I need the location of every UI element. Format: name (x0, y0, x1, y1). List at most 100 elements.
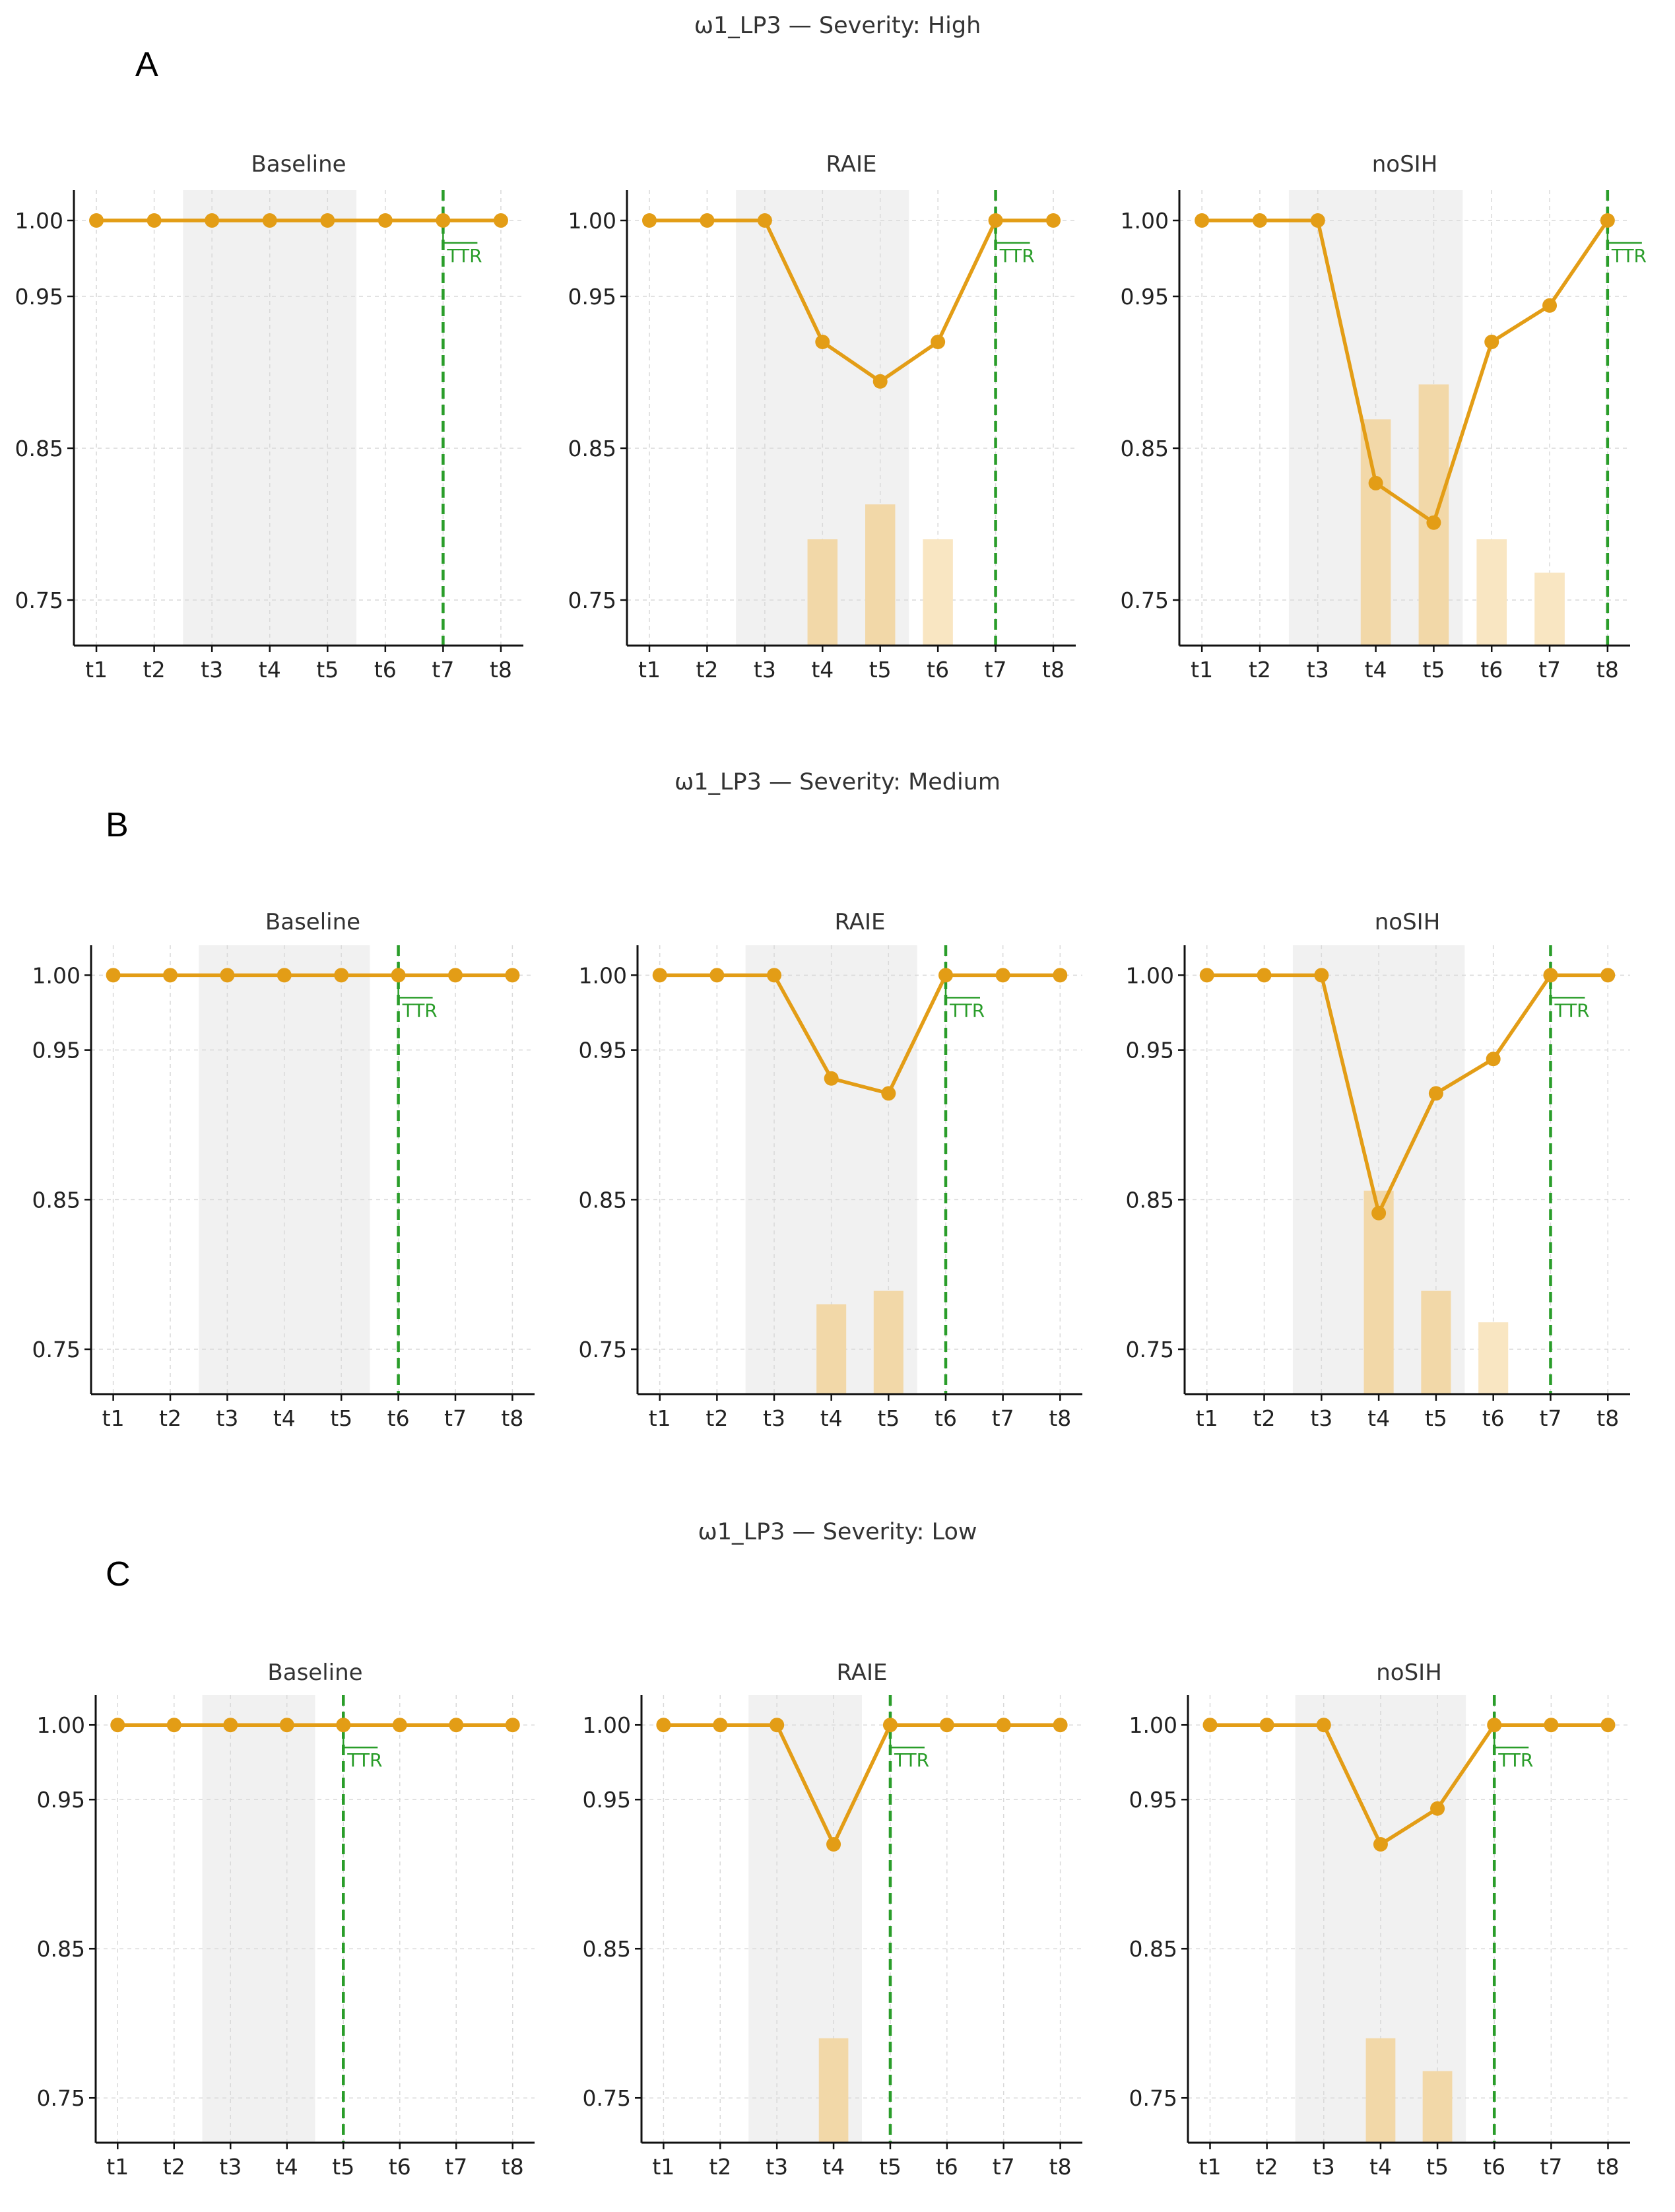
x-tick-label: t5 (877, 1405, 900, 1431)
ttr-label: TTR (1611, 245, 1647, 267)
data-point (205, 213, 220, 228)
x-tick-label: t6 (1483, 2154, 1505, 2180)
impact-bar (1360, 419, 1391, 646)
y-tick-label: 0.75 (1121, 587, 1169, 613)
data-point (1314, 968, 1329, 983)
data-point (1544, 1718, 1559, 1733)
x-tick-label: t2 (709, 2154, 731, 2180)
plot-title: noSIH (1375, 909, 1441, 935)
y-tick-label: 1.00 (1121, 208, 1169, 234)
x-tick-label: t5 (879, 2154, 902, 2180)
y-tick-label: 1.00 (15, 208, 63, 234)
y-tick-label: 0.85 (579, 1187, 627, 1213)
data-point (656, 1718, 671, 1733)
y-tick-label: 0.95 (1129, 1787, 1177, 1813)
x-tick-label: t2 (159, 1405, 181, 1431)
row-title: ω1_LP3 — Severity: Low (698, 1519, 977, 1545)
ttr-bracket (1606, 220, 1642, 244)
data-point (166, 1718, 181, 1733)
y-tick-label: 0.95 (37, 1787, 85, 1813)
x-tick-label: t4 (1365, 657, 1387, 683)
impact-bar (1421, 1290, 1451, 1394)
plot-title: noSIH (1376, 1659, 1442, 1686)
impact-bar (1365, 2038, 1396, 2143)
x-tick-label: t3 (219, 2154, 242, 2180)
data-point (939, 1718, 954, 1733)
x-tick-label: t5 (1426, 2154, 1449, 2180)
y-tick-label: 0.75 (15, 587, 63, 613)
data-point (652, 968, 667, 983)
y-tick-label: 0.75 (32, 1337, 81, 1362)
ttr-label: TTR (999, 245, 1035, 267)
data-point (1426, 515, 1441, 530)
x-tick-label: t1 (649, 1405, 671, 1431)
x-tick-label: t3 (1310, 1405, 1332, 1431)
impact-bar (1422, 2071, 1453, 2143)
x-tick-label: t5 (330, 1405, 352, 1431)
data-point (709, 968, 725, 983)
x-tick-label: t3 (1307, 657, 1329, 683)
x-tick-label: t3 (1313, 2154, 1335, 2180)
x-tick-label: t5 (332, 2154, 354, 2180)
x-tick-label: t7 (985, 657, 1007, 683)
x-tick-label: t7 (1540, 2154, 1562, 2180)
data-point (767, 968, 782, 983)
x-tick-label: t8 (1596, 657, 1619, 683)
data-point (334, 968, 349, 983)
data-point (1368, 475, 1383, 490)
data-point (1484, 335, 1499, 349)
y-tick-label: 0.75 (568, 587, 616, 613)
x-tick-label: t2 (696, 657, 718, 683)
x-tick-label: t2 (706, 1405, 728, 1431)
y-tick-label: 0.85 (32, 1187, 81, 1213)
panel-letter: C (106, 1555, 131, 1593)
data-point (1195, 213, 1210, 228)
x-tick-label: t5 (316, 657, 339, 683)
x-tick-label: t4 (811, 657, 834, 683)
y-tick-label: 0.75 (37, 2085, 85, 2111)
y-tick-label: 0.95 (1126, 1038, 1174, 1063)
impact-bar (1478, 1322, 1509, 1394)
panel-letter: B (106, 806, 129, 844)
plot-baseline: Baseline TTR 1.00 0.95 0.85 0.75 t1 t2 t3 t4 t5 t6 t… (15, 151, 523, 683)
ttr-bracket (397, 975, 433, 999)
ttr-label: TTR (1497, 1749, 1533, 1771)
plot-baseline: Baseline TTR 1.00 0.95 0.85 0.75 t1 t2 t3 t4 t5 t6 t… (37, 1659, 535, 2180)
severity-row-b: ω1_LP3 — Severity: Medium B Baseline TTR 1.0… (32, 769, 1630, 1431)
x-tick-label: t3 (216, 1405, 238, 1431)
x-tick-label: t7 (432, 657, 454, 683)
data-point (1310, 213, 1325, 228)
x-tick-label: t2 (1249, 657, 1271, 683)
data-point (872, 374, 888, 389)
data-point (1371, 1205, 1387, 1221)
data-point (1373, 1837, 1388, 1852)
plot-raie: RAIE TTR 1.00 0.95 0.85 0.75 t1 t2 t3 t4 t5 t6 t7 t8 (568, 151, 1076, 683)
ttr-bracket (995, 220, 1030, 244)
x-tick-label: t2 (1256, 2154, 1278, 2180)
x-tick-label: t7 (993, 2154, 1015, 2180)
data-point (1199, 968, 1214, 983)
x-tick-label: t7 (1538, 657, 1561, 683)
data-point (1202, 1718, 1218, 1733)
disturbance-shading (183, 190, 357, 646)
x-tick-label: t4 (273, 1405, 296, 1431)
data-point (1257, 968, 1272, 983)
impact-bar (865, 504, 896, 646)
x-tick-label: t3 (201, 657, 223, 683)
x-tick-label: t7 (445, 2154, 467, 2180)
data-point (1046, 213, 1061, 228)
data-point (938, 968, 953, 983)
plot-raie: RAIE TTR 1.00 0.95 0.85 0.75 t1 t2 t3 t4 t5 t6 t7 t8 (579, 909, 1082, 1431)
plot-title: RAIE (836, 1659, 887, 1686)
x-tick-label: t3 (754, 657, 776, 683)
x-tick-label: t6 (374, 657, 397, 683)
ttr-label: TTR (949, 999, 985, 1021)
y-tick-label: 1.00 (37, 1712, 85, 1738)
data-point (757, 213, 772, 228)
plot-title: RAIE (834, 909, 885, 935)
disturbance-shading (202, 1695, 315, 2143)
y-tick-label: 0.75 (1126, 1337, 1174, 1362)
x-tick-label: t1 (1191, 657, 1213, 683)
data-point (988, 213, 1003, 228)
